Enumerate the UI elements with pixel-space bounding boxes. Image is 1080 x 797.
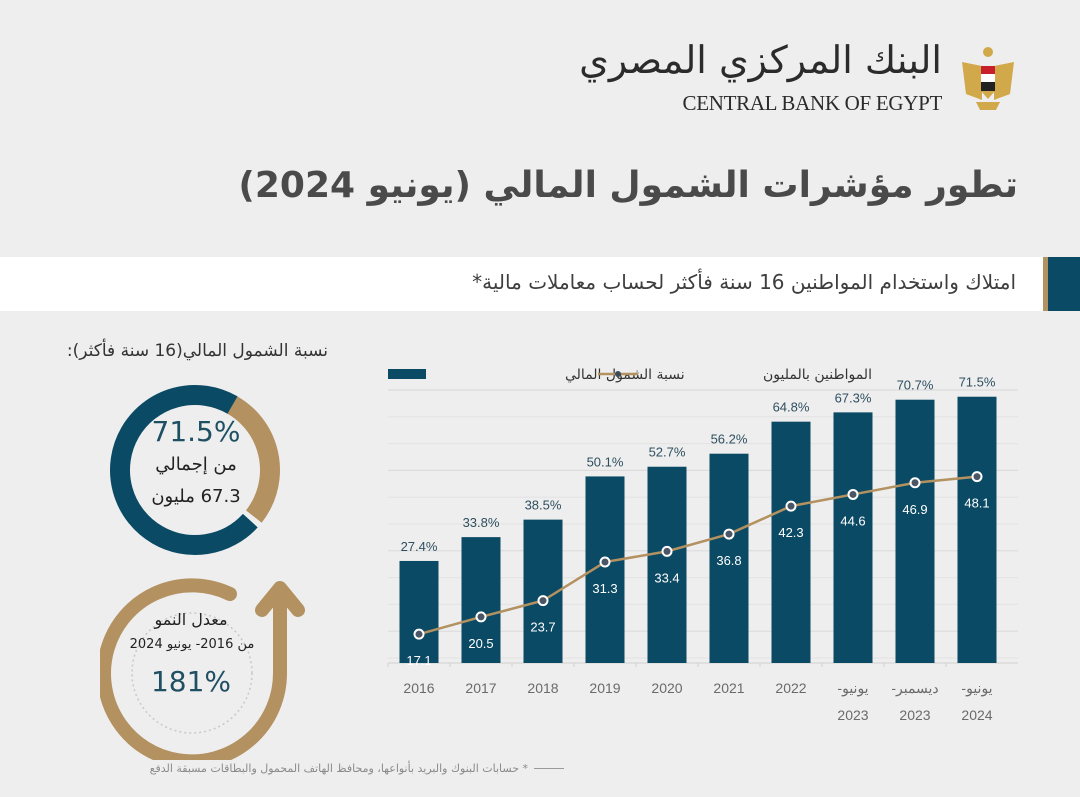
legend-bar-swatch [388,369,426,379]
bar-value-label: 27.4% [401,539,438,554]
growth-range: من 2016- يونيو 2024 [129,637,255,652]
line-value-label: 48.1 [964,496,989,511]
line-point [971,471,983,483]
line-point [599,556,611,568]
x-tick-label: ديسمبر- [891,680,938,697]
bar-value-label: 71.5% [959,375,996,390]
legend-line-marker [615,371,621,377]
growth-arrow-icon [100,578,305,760]
line-value-label: 46.9 [902,502,927,517]
donut-filled-arc [110,385,280,555]
donut-percent: 71.5% [151,415,241,448]
growth-title: معدل النمو [154,610,228,629]
section-banner [0,257,1080,311]
line-value-label: 44.6 [840,513,865,528]
line-point [847,488,859,500]
line-point [909,477,921,489]
x-tick-label: 2023 [837,707,868,723]
line-point [475,611,487,623]
line-value-label: 42.3 [778,525,803,540]
footnote-rule [534,768,564,769]
line-point [785,500,797,512]
bank-logo-english: CENTRAL BANK OF EGYPT [682,91,942,115]
bar-value-label: 52.7% [649,445,686,460]
line-value-label: 17.1 [406,653,431,668]
bar [461,537,501,663]
x-tick-label: 2021 [713,680,744,696]
bar-series [399,396,997,663]
bar [957,396,997,663]
line-value-label: 33.4 [654,570,679,585]
bar [399,560,439,663]
bank-logo-arabic: البنك المركزي المصري [579,38,943,82]
bar [771,421,811,663]
bar-value-label: 50.1% [587,454,624,469]
banner-accent-gold [1043,257,1048,311]
line-point [413,628,425,640]
line-point [661,545,673,557]
line-point [723,528,735,540]
bar [895,399,935,663]
line-point [537,595,549,607]
inclusion-donut [109,385,280,556]
line-path [418,475,978,636]
x-axis: 2016 2017 2018 2019 2020 2021 2022 يونيو- 2023 دي… [387,663,993,723]
bar-value-label: 33.8% [463,515,500,530]
x-tick-label: 2022 [775,680,806,696]
section-banner-text: امتلاك واستخدام المواطنين 16 سنة فأكثر ل… [472,270,1016,294]
bar [647,466,687,663]
x-tick-label: 2017 [465,680,496,696]
egypt-eagle-emblem-icon [962,47,1014,110]
banner-accent-blue [1048,257,1080,311]
x-tick-label: يونيو- [961,680,992,697]
line-value-label: 36.8 [716,553,741,568]
x-tick-label: 2016 [403,680,434,696]
bar-value-label: 67.3% [835,390,872,405]
bar-labels: 27.4% 17.1 33.8% 20.5 38.5% 23.7 50.1% 31.3 52.7… [401,375,996,668]
line-value-label: 31.3 [592,581,617,596]
line-series [413,471,983,640]
footnote: * حسابات البنوك والبريد بأنواعها، ومحافظ… [149,762,528,775]
page-title: تطور مؤشرات الشمول المالي (يونيو 2024) [238,165,1018,206]
x-tick-label: 2018 [527,680,558,696]
x-tick-label: يونيو- [837,680,868,697]
bar-value-label: 56.2% [711,432,748,447]
bar-value-label: 64.8% [773,400,810,415]
growth-value: 181% [150,665,232,698]
bar [709,453,749,663]
x-tick-label: 2023 [899,707,930,723]
donut-subtext-1: من إجمالي [155,454,237,475]
bar [833,412,873,663]
x-tick-label: 2024 [961,707,992,723]
bar-value-label: 70.7% [897,378,934,393]
bar-value-label: 38.5% [525,498,562,513]
x-tick-label: 2020 [651,680,682,696]
donut-heading: نسبة الشمول المالي(16 سنة فأكثر): [66,341,328,361]
legend-line-label: المواطنين بالمليون [763,367,872,383]
donut-subtext-2: 67.3 مليون [151,486,241,507]
line-value-label: 20.5 [468,636,493,651]
line-value-label: 23.7 [530,620,555,635]
x-tick-label: 2019 [589,680,620,696]
